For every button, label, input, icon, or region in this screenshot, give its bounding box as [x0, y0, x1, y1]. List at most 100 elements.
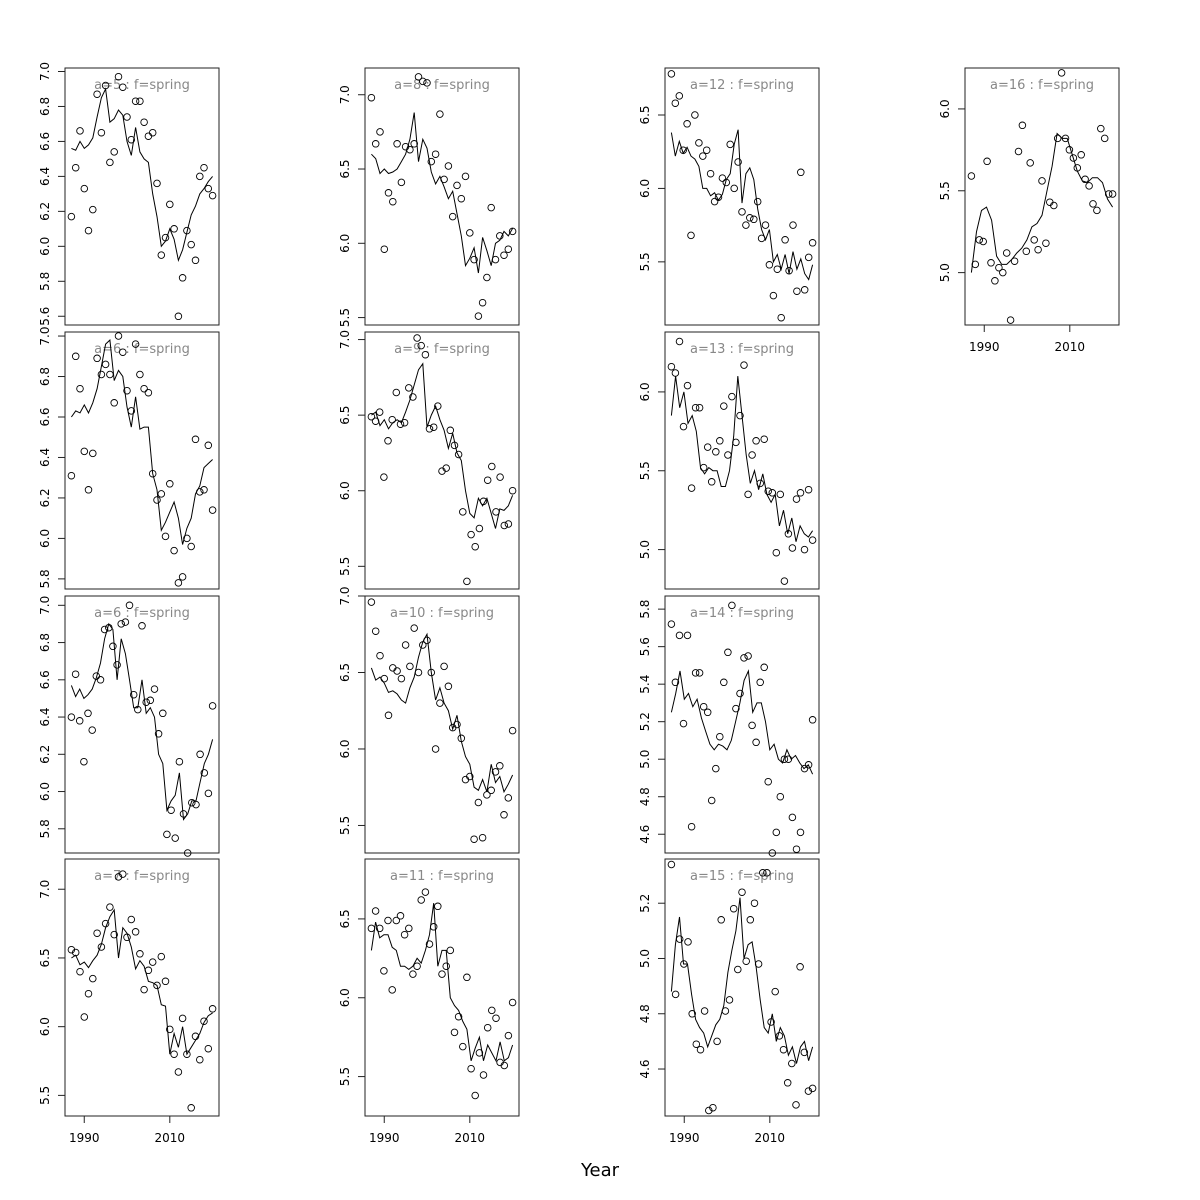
observed-point [792, 1101, 800, 1109]
observed-point [97, 370, 106, 379]
observed-point [504, 1031, 513, 1040]
observed-point [724, 451, 732, 459]
y-tick-label: 6.0 [338, 739, 352, 758]
observed-point [438, 970, 446, 978]
observed-point [208, 1005, 217, 1013]
observed-point [463, 973, 471, 982]
observed-point [709, 1103, 717, 1112]
observed-point [84, 226, 93, 235]
observed-point [475, 524, 484, 533]
y-tick-label: 6.6 [38, 407, 52, 426]
observed-point [491, 255, 500, 264]
y-tick-label: 5.2 [638, 712, 652, 731]
observed-point [987, 259, 995, 267]
observed-point [699, 702, 708, 711]
observed-point [140, 384, 148, 393]
y-tick-label: 5.8 [38, 272, 52, 291]
observed-point [691, 669, 700, 677]
observed-point [459, 1042, 467, 1051]
observed-point [396, 912, 405, 920]
observed-point [110, 148, 118, 156]
observed-point [129, 690, 138, 699]
y-tick-label: 6.4 [38, 448, 52, 467]
observed-point [123, 113, 131, 121]
observed-point [80, 757, 88, 766]
observed-point [461, 172, 470, 181]
observed-point [84, 989, 93, 998]
observed-point [131, 97, 140, 105]
observed-point [187, 542, 195, 551]
observed-point [105, 623, 113, 632]
observed-point [371, 417, 380, 425]
panel-frame [64, 331, 220, 590]
observed-point [1018, 121, 1027, 130]
observed-point [71, 670, 80, 678]
observed-point [492, 1014, 500, 1022]
observed-point [732, 438, 740, 447]
y-tick-label: 4.8 [638, 787, 652, 806]
observed-point [140, 985, 148, 994]
observed-point [196, 1055, 204, 1064]
observed-point [92, 672, 101, 680]
observed-point [707, 478, 716, 486]
observed-point [788, 544, 797, 552]
observed-point [765, 261, 774, 269]
y-tick-label: 5.0 [938, 263, 952, 282]
observed-point [384, 916, 392, 925]
panel-frame [64, 595, 220, 854]
y-tick-label: 5.0 [638, 540, 652, 559]
observed-point [84, 709, 92, 718]
observed-point [414, 668, 423, 677]
panel-frame [664, 858, 820, 1117]
observed-point [1069, 154, 1078, 162]
panel-11: a=15 : f=spring 4.6 4.8 5.0 5.2 1990 2010 [638, 858, 820, 1145]
observed-point [777, 313, 785, 322]
observed-point [718, 174, 727, 182]
observed-point [131, 928, 140, 936]
observed-point [759, 869, 767, 877]
observed-point [71, 163, 80, 172]
observed-point [788, 1059, 796, 1068]
observed-point [738, 888, 746, 896]
observed-point [752, 738, 760, 747]
observed-point [170, 546, 178, 555]
panel-frame [664, 331, 820, 590]
observed-point [175, 757, 184, 766]
observed-point [446, 426, 455, 435]
observed-point [166, 200, 174, 209]
observed-point [675, 935, 684, 943]
observed-point [187, 240, 195, 249]
observed-point [89, 974, 97, 983]
observed-point [478, 833, 487, 842]
observed-point [71, 948, 80, 957]
observed-point [417, 341, 425, 350]
observed-point [467, 530, 475, 539]
observed-point [773, 265, 782, 273]
observed-point [140, 118, 148, 126]
y-tick-label: 5.5 [938, 181, 952, 200]
observed-point [463, 577, 471, 586]
observed-point [792, 495, 801, 503]
fitted-line [370, 903, 514, 1063]
observed-point [483, 791, 491, 799]
observed-point [96, 676, 105, 684]
observed-point [89, 205, 97, 214]
observed-point [680, 960, 688, 968]
observed-point [1093, 206, 1101, 215]
y-tick-label: 5.5 [338, 816, 352, 835]
observed-point [712, 448, 720, 456]
observed-point [114, 332, 123, 340]
observed-point [688, 1010, 696, 1018]
observed-point [679, 719, 688, 728]
y-tick-label: 6.5 [38, 948, 52, 967]
observed-point [734, 965, 742, 974]
observed-point [675, 337, 684, 346]
observed-point [440, 662, 448, 671]
observed-point [148, 128, 157, 137]
observed-point [161, 977, 170, 986]
observed-point [746, 916, 755, 924]
observed-point [470, 835, 478, 843]
observed-point [400, 930, 409, 939]
observed-point [783, 1079, 792, 1087]
observed-point [159, 709, 167, 718]
